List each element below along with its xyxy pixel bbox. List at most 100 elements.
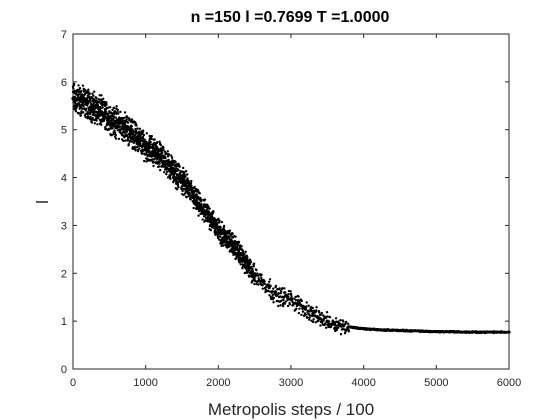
data-point [267,283,271,286]
data-point [317,319,320,323]
data-point [304,313,308,316]
data-point [89,102,93,106]
data-point [135,124,138,127]
data-point [123,136,126,139]
x-tick-label: 5000 [424,377,448,389]
data-point [298,307,301,310]
data-point [112,133,115,136]
data-point [173,171,177,175]
data-point [170,154,173,157]
data-point [320,311,324,315]
data-point [253,272,257,275]
data-point [127,142,131,146]
y-axis-label: l [33,200,52,204]
data-point [176,182,180,186]
data-point [315,306,318,309]
data-point [272,287,275,290]
data-point [166,150,169,153]
data-point [74,96,77,99]
data-point [158,140,161,143]
data-point [305,301,308,304]
data-point [244,250,247,254]
data-point [162,148,165,152]
data-point [198,192,201,195]
data-point [86,112,89,116]
y-tick-label: 3 [61,220,67,232]
data-point [124,139,127,142]
data-point [162,146,165,149]
data-point [167,153,171,156]
data-point [263,280,266,283]
data-point [77,84,80,87]
data-point [177,169,180,172]
data-point [159,168,162,172]
data-point [222,224,226,228]
data-point [146,157,149,161]
data-point [71,90,75,94]
data-point [95,119,98,122]
data-point [308,314,312,317]
data-point [272,301,275,304]
data-point [222,244,225,247]
y-tick-label: 2 [61,268,67,280]
data-point [236,246,239,249]
data-point [142,133,146,137]
data-point [100,94,103,97]
data-point [83,107,86,110]
data-point [339,333,343,336]
data-point [123,131,126,135]
data-point [197,214,200,217]
data-point [136,127,139,130]
x-tick-label: 2000 [206,377,230,389]
data-point [160,158,163,161]
data-point [332,320,336,324]
data-point [288,303,292,306]
data-point [114,137,118,140]
data-point [126,121,130,124]
data-point [128,118,131,122]
data-point [237,241,241,244]
data-point [297,311,301,315]
data-point [172,162,175,165]
data-point [185,196,188,199]
data-point [347,322,350,326]
data-point [105,101,108,104]
data-point [282,298,285,302]
data-point [208,207,211,210]
chart-title: n =150 l =0.7699 T =1.0000 [191,9,390,26]
data-point [138,142,142,146]
data-point [91,92,94,95]
data-point [84,89,87,92]
data-point [325,310,329,314]
data-point [122,116,126,120]
data-point [74,110,78,113]
data-point [155,145,159,149]
data-point [324,316,328,320]
data-point [277,292,280,295]
data-point [263,282,267,286]
data-point [117,137,121,141]
data-point [145,151,148,154]
data-point [141,135,145,139]
data-point [90,121,94,124]
data-point [287,295,290,298]
data-point [317,311,321,314]
data-point [322,314,325,317]
x-tick-label: 6000 [497,377,521,389]
data-point [219,235,222,239]
data-point [336,326,340,330]
data-point [315,309,318,312]
data-point [260,273,263,276]
data-point [252,265,255,268]
data-point [152,149,155,152]
data-point [108,116,112,119]
data-point [104,110,108,114]
data-point [274,284,278,288]
data-point [323,322,327,325]
data-point [326,315,329,318]
data-point [290,297,294,301]
data-point [96,105,100,108]
data-point [130,125,133,128]
data-point [99,123,103,126]
data-point [95,96,98,100]
